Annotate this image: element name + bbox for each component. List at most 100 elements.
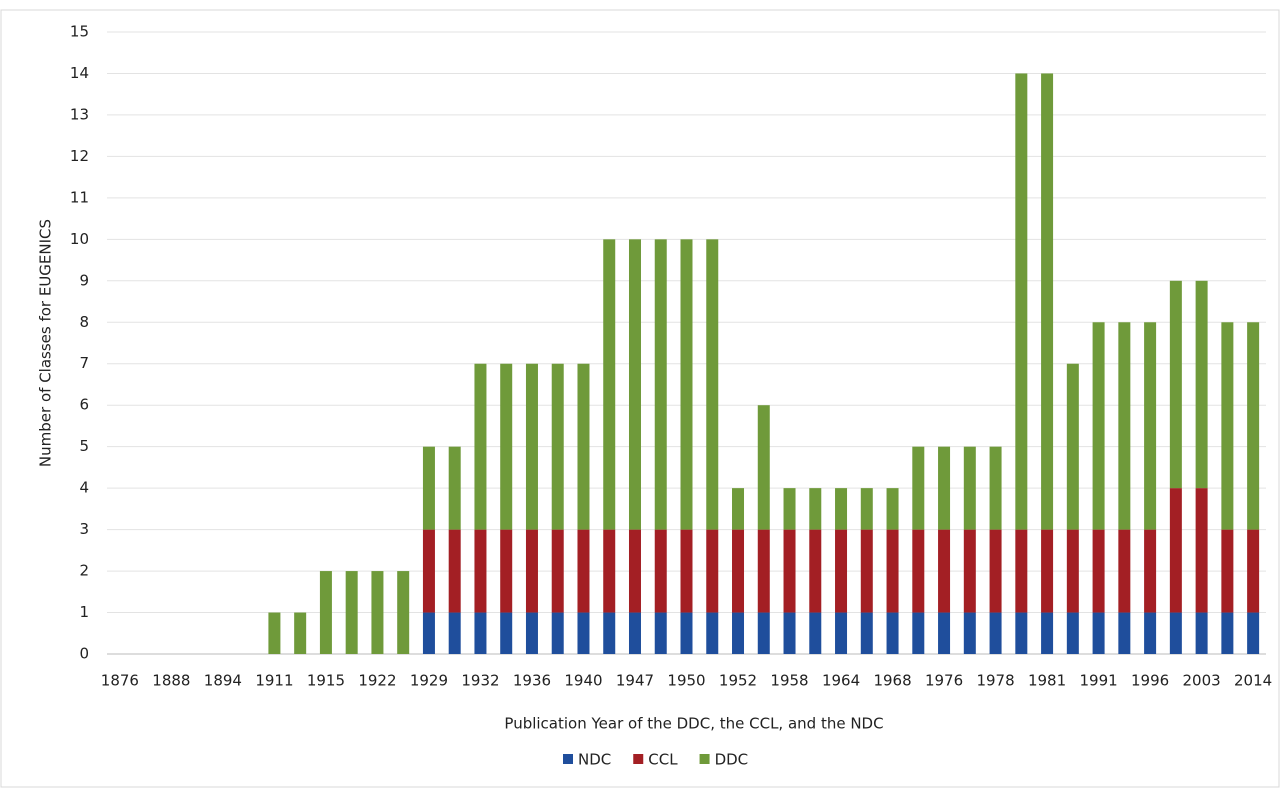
bar-segment — [912, 446, 925, 530]
bar-segment — [1195, 612, 1208, 654]
bar-segment — [1015, 529, 1028, 613]
y-tick-label: 3 — [79, 520, 89, 538]
bar-segment — [500, 363, 513, 530]
bar-segment — [1144, 612, 1157, 654]
bar-segment — [680, 612, 693, 654]
bar-segment — [963, 529, 976, 613]
bar-segment — [500, 529, 513, 613]
bar-segment — [371, 571, 384, 654]
x-tick-label: 1958 — [770, 672, 808, 690]
x-tick-label: 1991 — [1079, 672, 1117, 690]
bar-segment — [757, 529, 770, 613]
x-tick-label: 1976 — [925, 672, 963, 690]
y-tick-label: 7 — [79, 354, 89, 372]
bar-segment — [577, 529, 590, 613]
bar-segment — [783, 612, 796, 654]
y-tick-label: 8 — [79, 313, 89, 331]
bar-segment — [783, 488, 796, 530]
x-tick-label: 1929 — [410, 672, 448, 690]
bar-segment — [500, 612, 513, 654]
bar-segment — [1015, 73, 1028, 530]
bar-segment — [1247, 529, 1260, 613]
bar-segment — [912, 612, 925, 654]
bar-segment — [577, 612, 590, 654]
bar-segment — [448, 446, 461, 530]
bar-segment — [938, 446, 951, 530]
bar-segment — [551, 363, 564, 530]
bar-segment — [628, 612, 641, 654]
bar-segment — [603, 239, 616, 530]
bar-segment — [860, 488, 873, 530]
x-tick-label: 1936 — [513, 672, 551, 690]
bar-segment — [680, 529, 693, 613]
bar-segment — [474, 529, 487, 613]
bar-segment — [706, 529, 719, 613]
bar-segment — [1066, 529, 1079, 613]
bar-segment — [1041, 612, 1054, 654]
bar-segment — [422, 612, 435, 654]
x-tick-label: 2014 — [1234, 672, 1272, 690]
y-tick-label: 11 — [70, 188, 89, 206]
x-tick-label: 1968 — [873, 672, 911, 690]
bar-segment — [860, 529, 873, 613]
x-tick-label: 1964 — [822, 672, 860, 690]
bar-segment — [1118, 612, 1131, 654]
x-axis-title: Publication Year of the DDC, the CCL, an… — [504, 715, 883, 733]
bar-segment — [474, 612, 487, 654]
bar-segment — [1092, 529, 1105, 613]
x-tick-label: 1915 — [307, 672, 345, 690]
bar-segment — [448, 612, 461, 654]
bar-segment — [1195, 280, 1208, 489]
bar-segment — [989, 529, 1002, 613]
y-tick-label: 15 — [70, 23, 89, 41]
x-tick-label: 1996 — [1131, 672, 1169, 690]
x-tick-label: 2003 — [1183, 672, 1221, 690]
bar-segment — [1066, 612, 1079, 654]
bar-segment — [1118, 322, 1131, 530]
bar-segment — [783, 529, 796, 613]
bar-segment — [577, 363, 590, 530]
bar-segment — [319, 571, 332, 654]
bar-segment — [809, 488, 822, 530]
bar-segment — [525, 612, 538, 654]
x-tick-label: 1981 — [1028, 672, 1066, 690]
bar-segment — [938, 529, 951, 613]
bar-segment — [603, 612, 616, 654]
bar-segment — [628, 239, 641, 530]
bar-segment — [809, 612, 822, 654]
bar-segment — [603, 529, 616, 613]
y-tick-label: 6 — [79, 396, 89, 414]
y-tick-label: 12 — [70, 147, 89, 165]
y-tick-label: 0 — [79, 645, 89, 663]
bar-segment — [963, 446, 976, 530]
bar-segment — [809, 529, 822, 613]
bar-segment — [448, 529, 461, 613]
x-tick-label: 1922 — [358, 672, 396, 690]
x-tick-label: 1932 — [461, 672, 499, 690]
bar-segment — [1144, 322, 1157, 530]
bar-segment — [989, 612, 1002, 654]
bar-segment — [860, 612, 873, 654]
bar-segment — [654, 529, 667, 613]
bar-segment — [1221, 612, 1234, 654]
bar-segment — [912, 529, 925, 613]
bar-segment — [989, 446, 1002, 530]
bar-segment — [1169, 488, 1182, 613]
x-tick-label: 1950 — [667, 672, 705, 690]
y-tick-label: 5 — [79, 437, 89, 455]
y-tick-label: 13 — [70, 105, 89, 123]
bar-segment — [551, 612, 564, 654]
bar-segment — [397, 571, 410, 654]
bar-segment — [1195, 488, 1208, 613]
bar-segment — [938, 612, 951, 654]
y-tick-label: 1 — [79, 603, 89, 621]
x-tick-label: 1940 — [564, 672, 602, 690]
y-tick-label: 2 — [79, 562, 89, 580]
y-tick-label: 14 — [70, 64, 89, 82]
bar-segment — [345, 571, 358, 654]
bar-segment — [732, 612, 745, 654]
bar-segment — [757, 612, 770, 654]
bar-segment — [835, 488, 848, 530]
